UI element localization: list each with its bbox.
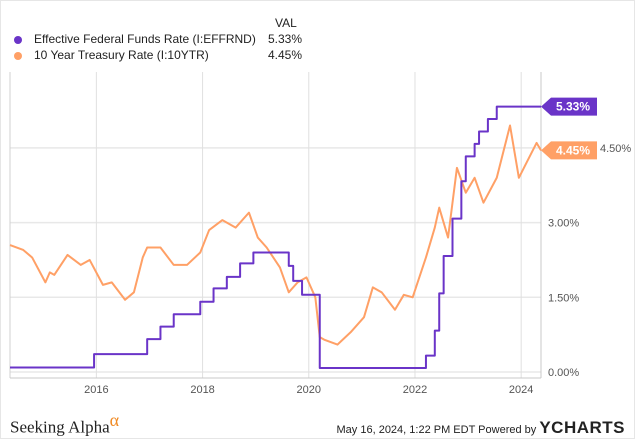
y-tick-label: 3.00% — [548, 218, 579, 230]
legend-label: Effective Federal Funds Rate (I:EFFRND) — [34, 32, 256, 46]
series-line-treasury — [9, 124, 542, 346]
y-tick-label: 0.00% — [548, 367, 579, 379]
x-tick-label: 2016 — [84, 384, 108, 396]
legend-value: 5.33% — [268, 32, 303, 46]
end-value-label-tag — [541, 141, 597, 160]
x-tick-label: 2018 — [190, 384, 214, 396]
powered-by: Powered by — [478, 424, 537, 436]
x-tick-label: 2022 — [403, 384, 427, 396]
timestamp: May 16, 2024, 1:22 PM EDT — [336, 424, 476, 436]
footer-credit: May 16, 2024, 1:22 PM EDT Powered by YCH… — [337, 418, 625, 438]
x-tick-label: 2020 — [297, 384, 321, 396]
legend-dot-icon — [14, 36, 22, 44]
legend-value: 4.45% — [268, 48, 303, 62]
series-line-fed-funds — [10, 105, 541, 370]
seeking-alpha-logo: Seeking Alphaα — [10, 410, 120, 437]
legend-label: 10 Year Treasury Rate (I:10YTR) — [34, 48, 209, 62]
end-value-label-tag — [541, 97, 597, 116]
legend-value-header: VAL — [275, 16, 297, 30]
y-tick-label: 1.50% — [548, 292, 579, 304]
y-tick-label: 4.50% — [600, 143, 631, 155]
end-value-label: 4.45% — [556, 143, 590, 157]
end-value-label: 5.33% — [556, 100, 590, 114]
x-tick-label: 2024 — [509, 384, 533, 396]
legend-dot-icon — [14, 52, 22, 60]
ycharts-logo: YCHARTS — [539, 418, 625, 437]
